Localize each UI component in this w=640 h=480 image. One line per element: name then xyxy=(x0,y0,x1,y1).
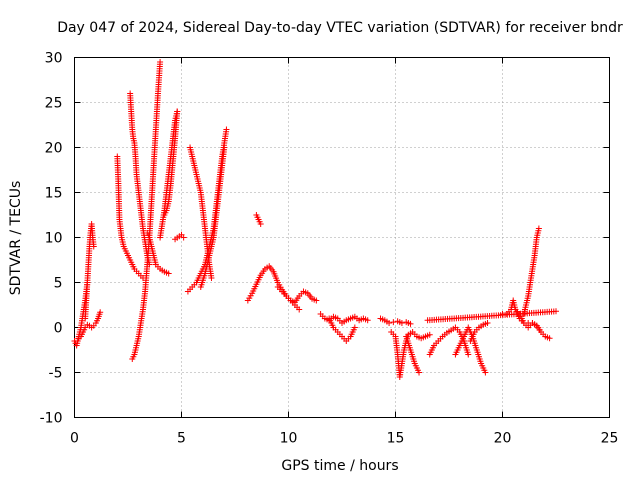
data-point xyxy=(97,309,104,316)
x-tick-label: 10 xyxy=(280,431,298,447)
y-tick-label: 5 xyxy=(54,276,63,292)
series-arc19 xyxy=(377,315,414,327)
data-point xyxy=(398,320,405,326)
chart-title: Day 047 of 2024, Sidereal Day-to-day VTE… xyxy=(57,20,623,36)
x-tick-labels: 0 5 10 15 20 25 xyxy=(70,431,618,447)
y-tick-label: 10 xyxy=(45,231,63,247)
data-point xyxy=(257,221,264,227)
series-arc24 xyxy=(467,320,491,344)
series-arc15 xyxy=(244,263,303,313)
series-arc18 xyxy=(326,315,358,344)
y-tick-label: 20 xyxy=(45,141,63,157)
series-arc16 xyxy=(274,284,320,306)
series-arc14 xyxy=(253,212,264,227)
data-point xyxy=(426,331,433,338)
y-tick-labels: -10 -5 0 5 10 15 20 25 30 xyxy=(40,51,63,427)
series-arc3 xyxy=(82,221,97,322)
x-tick-label: 25 xyxy=(601,431,619,447)
series-arc17 xyxy=(317,311,371,326)
data-point xyxy=(386,320,393,326)
data-point xyxy=(313,297,320,304)
series-arc10 xyxy=(172,231,187,243)
data-point xyxy=(482,369,489,376)
y-tick-label: -10 xyxy=(40,411,63,427)
data-point xyxy=(165,270,172,277)
data-point xyxy=(221,144,228,151)
data-point xyxy=(535,225,542,232)
y-tick-label: 30 xyxy=(45,51,63,67)
y-axis-label: SDTVAR / TECUs xyxy=(8,181,24,296)
data-point xyxy=(484,320,491,326)
data-point xyxy=(223,126,230,133)
series-arc11 xyxy=(187,144,215,281)
data-point xyxy=(390,319,397,326)
data-point xyxy=(546,335,553,342)
series-arc9 xyxy=(161,108,181,218)
series-arc20 xyxy=(388,329,433,380)
x-tick-label: 15 xyxy=(387,431,405,447)
data-point xyxy=(416,369,423,376)
data-marks xyxy=(71,59,559,380)
data-point xyxy=(157,59,164,65)
data-point xyxy=(538,329,545,335)
axis-ticks xyxy=(74,57,610,418)
data-point xyxy=(465,351,472,358)
x-tick-label: 20 xyxy=(494,431,512,447)
series-arc7 xyxy=(144,230,172,277)
data-point xyxy=(424,317,431,324)
x-tick-label: 0 xyxy=(70,431,79,447)
series-arc27 xyxy=(520,225,542,317)
series-arc4 xyxy=(114,153,146,281)
data-point xyxy=(180,234,187,241)
series-arc6 xyxy=(129,59,164,362)
data-point xyxy=(407,320,414,327)
y-tick-label: -5 xyxy=(49,366,63,382)
data-point xyxy=(90,243,97,250)
y-tick-label: 0 xyxy=(54,321,63,337)
series-arc13 xyxy=(197,144,228,290)
y-tick-label: 15 xyxy=(45,186,63,202)
series-arc2 xyxy=(75,309,104,342)
x-tick-label: 5 xyxy=(177,431,186,447)
data-point xyxy=(174,108,181,115)
data-point xyxy=(351,324,358,331)
data-point xyxy=(364,317,371,324)
x-axis-label: GPS time / hours xyxy=(281,458,398,474)
y-tick-label: 25 xyxy=(45,96,63,112)
data-point xyxy=(208,275,215,281)
data-point xyxy=(296,306,303,313)
series-arc21 xyxy=(403,333,423,376)
series-arc28 xyxy=(424,308,559,324)
